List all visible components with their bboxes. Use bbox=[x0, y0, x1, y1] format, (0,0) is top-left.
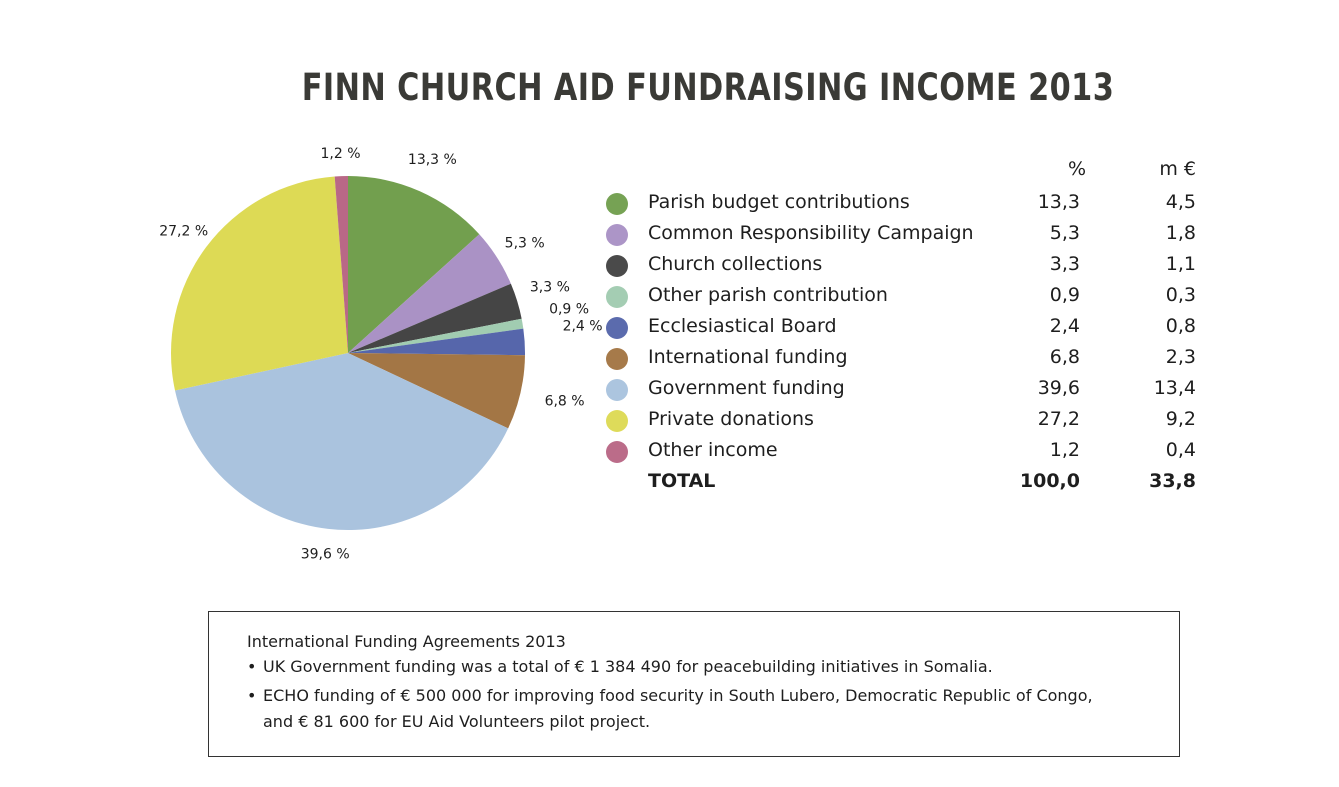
pie-data-label: 6,8 % bbox=[545, 394, 585, 410]
legend-label: Church collections bbox=[648, 253, 823, 275]
legend-swatch bbox=[606, 317, 628, 339]
legend-label: Government funding bbox=[648, 377, 845, 399]
pie-data-label: 13,3 % bbox=[408, 152, 457, 168]
pie-slice-common-responsibility-campaign bbox=[348, 234, 511, 353]
legend-row: Ecclesiastical Board 2,4 0,8 bbox=[600, 313, 1220, 344]
legend-total-row: TOTAL 100,0 33,8 bbox=[600, 468, 1220, 499]
legend-swatch bbox=[606, 441, 628, 463]
legend-row: Parish budget contributions 13,3 4,5 bbox=[600, 189, 1220, 220]
legend-label: Private donations bbox=[648, 408, 814, 430]
pie-slice-other-income bbox=[334, 175, 348, 353]
legend-percent: 6,8 bbox=[1049, 346, 1080, 368]
legend-swatch bbox=[606, 379, 628, 401]
funding-agreements-note: International Funding Agreements 2013 • U… bbox=[208, 611, 1180, 757]
legend-meur: 2,3 bbox=[1165, 346, 1196, 368]
chart-title: FINN CHURCH AID FUNDRAISING INCOME 2013 bbox=[301, 66, 1115, 109]
legend-label: Other parish contribution bbox=[648, 284, 888, 306]
pie-data-label: 0,9 % bbox=[549, 302, 589, 318]
note-bullet-2: • ECHO funding of € 500 000 for improving… bbox=[247, 683, 1167, 735]
legend-row: Other income 1,2 0,4 bbox=[600, 437, 1220, 468]
legend-swatch bbox=[606, 193, 628, 215]
legend-row: International funding 6,8 2,3 bbox=[600, 344, 1220, 375]
legend-meur: 0,3 bbox=[1165, 284, 1196, 306]
pie-slice-private-donations bbox=[170, 176, 348, 391]
legend-percent: 3,3 bbox=[1049, 253, 1080, 275]
legend-row: Other parish contribution 0,9 0,3 bbox=[600, 282, 1220, 313]
legend-swatch bbox=[606, 348, 628, 370]
total-label: TOTAL bbox=[648, 470, 716, 492]
legend-swatch bbox=[606, 410, 628, 432]
pie-data-label: 3,3 % bbox=[530, 280, 570, 296]
legend-meur: 9,2 bbox=[1165, 408, 1196, 430]
legend-label: Parish budget contributions bbox=[648, 191, 910, 213]
legend-row: Private donations 27,2 9,2 bbox=[600, 406, 1220, 437]
note-bullet-2-text: ECHO funding of € 500 000 for improving … bbox=[263, 686, 1093, 705]
legend-meur: 0,8 bbox=[1165, 315, 1196, 337]
legend-swatch bbox=[606, 286, 628, 308]
note-title: International Funding Agreements 2013 bbox=[247, 632, 566, 651]
note-bullet-1: • UK Government funding was a total of € … bbox=[247, 657, 993, 676]
pie-slice-other-parish-contribution bbox=[348, 318, 524, 353]
pie-slice-international-funding bbox=[348, 353, 525, 429]
legend-meur: 0,4 bbox=[1165, 439, 1196, 461]
legend-label: Other income bbox=[648, 439, 778, 461]
legend-percent: 27,2 bbox=[1037, 408, 1080, 430]
legend-row: Government funding 39,6 13,4 bbox=[600, 375, 1220, 406]
percent-column-header: % bbox=[1067, 158, 1086, 180]
pie-slice-parish-budget-contributions bbox=[348, 176, 480, 353]
pie-data-label: 2,4 % bbox=[563, 319, 603, 335]
legend-percent: 39,6 bbox=[1037, 377, 1080, 399]
pie-slice-church-collections bbox=[348, 283, 522, 353]
legend-label: Ecclesiastical Board bbox=[648, 315, 837, 337]
total-meur: 33,8 bbox=[1149, 470, 1196, 492]
bullet-mark: • bbox=[247, 657, 257, 676]
legend-percent: 1,2 bbox=[1049, 439, 1080, 461]
legend-percent: 13,3 bbox=[1037, 191, 1080, 213]
pie-slice-ecclesiastical-board bbox=[348, 328, 526, 356]
pie-data-label: 5,3 % bbox=[505, 236, 545, 252]
note-bullet-2-continuation: and € 81 600 for EU Aid Volunteers pilot… bbox=[263, 712, 651, 731]
meur-column-header: m € bbox=[1159, 158, 1196, 180]
legend-row: Church collections 3,3 1,1 bbox=[600, 251, 1220, 282]
pie-slice-government-funding bbox=[175, 353, 509, 530]
pie-data-label: 27,2 % bbox=[159, 223, 208, 239]
legend-meur: 1,1 bbox=[1165, 253, 1196, 275]
total-percent: 100,0 bbox=[1019, 470, 1080, 492]
legend-percent: 2,4 bbox=[1049, 315, 1080, 337]
legend-label: Common Responsibility Campaign bbox=[648, 222, 974, 244]
legend-percent: 0,9 bbox=[1049, 284, 1080, 306]
legend-swatch bbox=[606, 255, 628, 277]
legend-label: International funding bbox=[648, 346, 848, 368]
legend-meur: 4,5 bbox=[1165, 191, 1196, 213]
pie-data-label: 39,6 % bbox=[301, 547, 350, 563]
note-bullet-1-text: UK Government funding was a total of € 1… bbox=[263, 657, 993, 676]
legend-row: Common Responsibility Campaign 5,3 1,8 bbox=[600, 220, 1220, 251]
legend-meur: 13,4 bbox=[1153, 377, 1196, 399]
legend-percent: 5,3 bbox=[1049, 222, 1080, 244]
pie-data-label: 1,2 % bbox=[320, 146, 360, 162]
legend-meur: 1,8 bbox=[1165, 222, 1196, 244]
bullet-mark: • bbox=[247, 686, 257, 705]
legend-swatch bbox=[606, 224, 628, 246]
